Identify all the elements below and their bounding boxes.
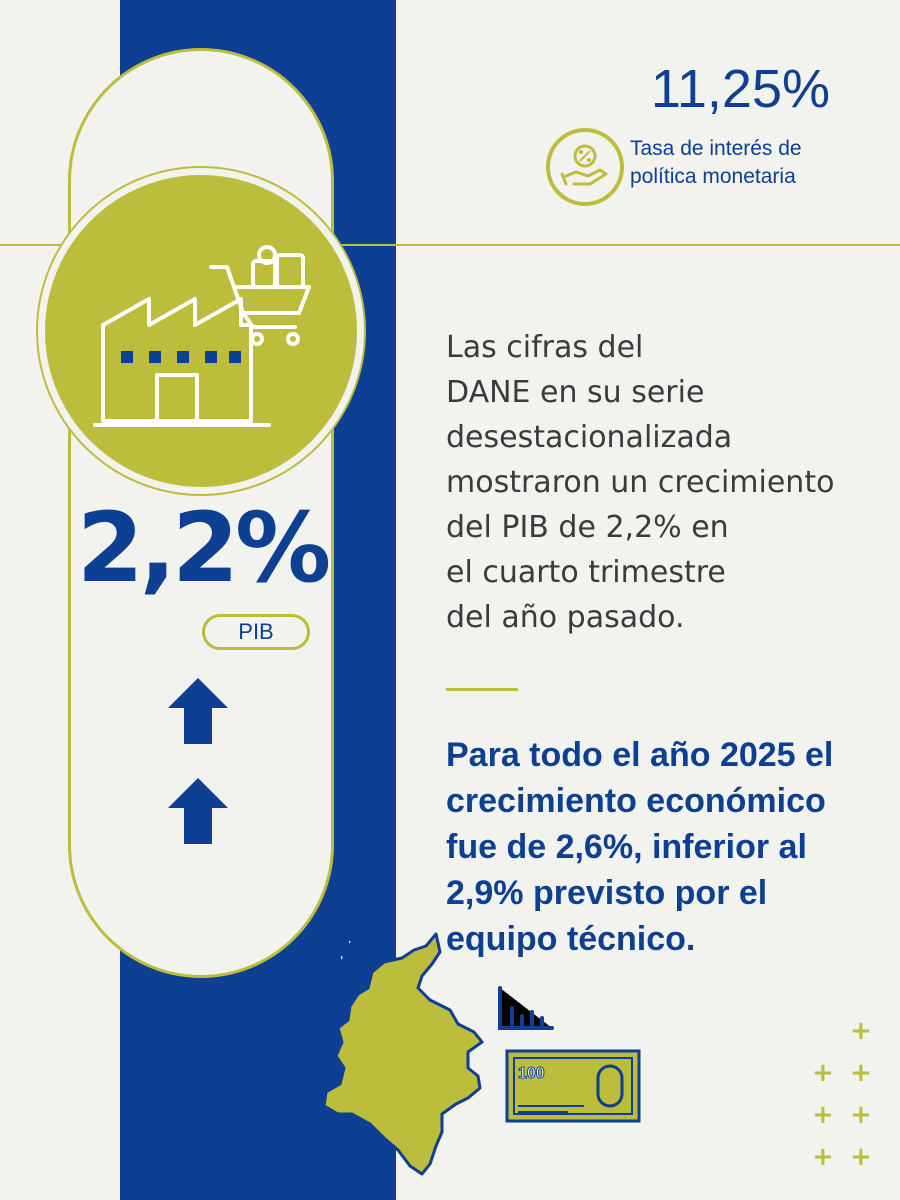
plus-icon: + (850, 1142, 872, 1172)
highlight-line: fue de 2,6%, inferior al (446, 828, 807, 866)
highlight-line: equipo técnico. (446, 920, 696, 958)
short-divider (446, 688, 518, 691)
banknote-icon: 100 (505, 1049, 641, 1123)
interest-rate-label-line: Tasa de interés de (630, 137, 802, 160)
percent-hand-icon (546, 128, 624, 206)
body-line: mostraron un crecimiento (446, 465, 835, 500)
plus-icon: + (812, 1142, 834, 1172)
plus-icon: + (812, 1100, 834, 1130)
interest-rate-label: Tasa de interés de política monetaria (630, 135, 840, 191)
bar-chart-icon (498, 986, 554, 1030)
interest-rate-label-line: política monetaria (630, 165, 796, 188)
pib-label-badge: PIB (202, 614, 310, 650)
highlight-line: Para todo el año 2025 el (446, 736, 834, 774)
interest-rate-value: 11,25% (650, 59, 830, 119)
plus-icon: + (850, 1058, 872, 1088)
highlight-line: 2,9% previsto por el (446, 874, 768, 912)
plus-icon: + (850, 1100, 872, 1130)
pib-value: 2,2% (76, 492, 331, 604)
colombia-map-icon (322, 932, 484, 1176)
body-line: Las cifras del (446, 330, 644, 365)
factory-cart-icon (93, 245, 311, 427)
body-line: desestacionalizada (446, 420, 733, 455)
highlight-line: crecimiento económico (446, 782, 826, 820)
body-line: DANE en su serie (446, 375, 705, 410)
plus-icon: + (812, 1058, 834, 1088)
body-line: del PIB de 2,2% en (446, 510, 729, 545)
body-line: del año pasado. (446, 600, 685, 635)
banknote-value: 100 (518, 1065, 545, 1082)
highlight-paragraph: Para todo el año 2025 el crecimiento eco… (446, 732, 886, 962)
horizontal-divider-line (0, 244, 900, 246)
body-paragraph: Las cifras del DANE en su serie desestac… (446, 325, 886, 640)
body-line: el cuarto trimestre (446, 555, 726, 590)
factory-circle (38, 168, 364, 494)
up-arrow-icon (168, 678, 228, 744)
up-arrow-icon (168, 778, 228, 844)
plus-icon: + (850, 1016, 872, 1046)
